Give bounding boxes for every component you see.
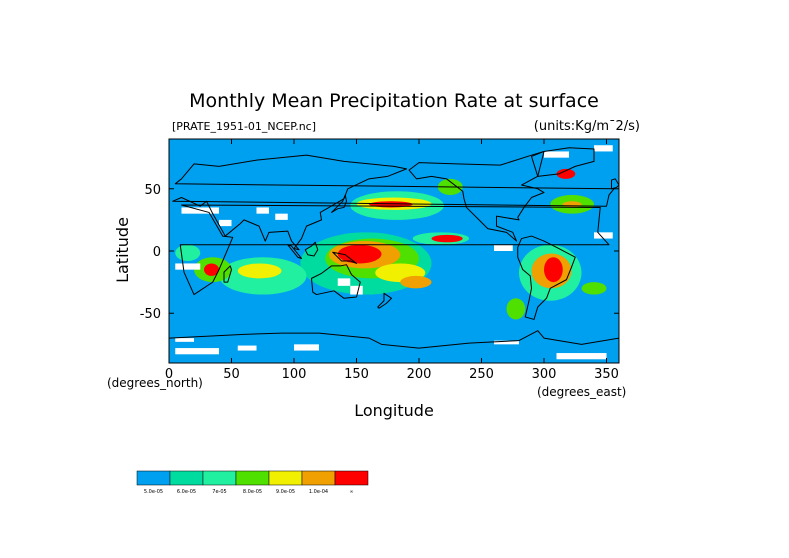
missing-patch-3 xyxy=(556,353,607,360)
precip-region-21 xyxy=(556,168,576,179)
precip-region-24 xyxy=(506,298,526,320)
legend-label-1: 6.0e-05 xyxy=(177,489,196,495)
legend-label-2: 7e-05 xyxy=(212,489,226,495)
legend-label-4: 9.0e-05 xyxy=(276,489,295,495)
legend-swatch-0 xyxy=(136,470,171,486)
chart-subtitle-right: (units:Kg/m¯2/s) xyxy=(534,119,640,134)
y-unit-note: (degrees_north) xyxy=(107,376,203,390)
coastlines xyxy=(169,147,619,363)
x-tick-label: 100 xyxy=(282,367,307,382)
precip-region-3 xyxy=(337,244,382,264)
missing-patch-12 xyxy=(175,263,201,270)
missing-patch-2 xyxy=(294,344,319,351)
precip-region-10 xyxy=(431,234,463,243)
y-tick-label: 50 xyxy=(144,183,161,198)
x-tick-label: 350 xyxy=(594,367,619,382)
legend-swatch-5 xyxy=(301,470,336,486)
missing-patch-4 xyxy=(494,340,519,345)
legend-label-5: 1.0e-04 xyxy=(309,489,328,495)
coastline-madagascar xyxy=(223,265,232,283)
precip-region-15 xyxy=(237,263,282,279)
missing-patch-13 xyxy=(594,232,613,239)
x-tick-label: 200 xyxy=(407,367,432,382)
missing-patch-14 xyxy=(594,145,613,152)
legend-swatch-2 xyxy=(202,470,237,486)
y-tick-label: 0 xyxy=(153,245,161,260)
coastline-japan xyxy=(331,194,347,213)
x-tick-label: 150 xyxy=(344,367,369,382)
legend-swatch-1 xyxy=(169,470,204,486)
chart-subtitle-left: [PRATE_1951-01_NCEP.nc] xyxy=(172,120,316,133)
missing-patch-8 xyxy=(275,213,288,220)
coastline-borneo xyxy=(304,241,319,257)
precip-region-23 xyxy=(581,282,607,295)
coastline-sumatra xyxy=(287,244,302,259)
precip-region-18 xyxy=(175,244,201,261)
x-tick-label: 250 xyxy=(469,367,494,382)
plot-area xyxy=(169,139,619,363)
precip-region-5 xyxy=(400,275,432,289)
precip-region-13 xyxy=(544,257,563,283)
x-axis-ticks: 0 50 100 150 200 250 300 350 xyxy=(165,139,619,382)
precipitation-field xyxy=(175,168,607,320)
coastline-greenland xyxy=(531,147,595,177)
missing-patch-16 xyxy=(494,244,513,251)
missing-patch-1 xyxy=(237,345,257,351)
legend-swatch-6 xyxy=(334,470,369,486)
y-tick-label: -50 xyxy=(140,307,161,322)
missing-patch-5 xyxy=(175,338,194,342)
coastline-eurasia xyxy=(172,154,615,251)
missing-patch-7 xyxy=(256,207,269,214)
y-axis-label: Latitude xyxy=(113,217,132,283)
missing-patch-15 xyxy=(544,151,569,158)
legend-label-6: ∞ xyxy=(349,489,353,495)
missing-patch-10 xyxy=(350,285,363,295)
coastline-africa xyxy=(179,204,610,296)
coastline-australia xyxy=(311,264,361,299)
x-unit-note: (degrees_east) xyxy=(537,385,626,399)
coastline-new-zealand xyxy=(377,292,392,309)
coastline-north-america xyxy=(408,150,545,242)
legend-swatch-3 xyxy=(235,470,270,486)
missing-patch-11 xyxy=(219,219,232,227)
missing-patch-9 xyxy=(337,278,351,286)
coastline-uk xyxy=(611,178,619,190)
x-axis-label: Longitude xyxy=(354,401,434,420)
coastline-antarctica xyxy=(169,330,619,363)
missing-patch-0 xyxy=(175,348,219,355)
legend-swatch-4 xyxy=(268,470,303,486)
coastline-new-guinea xyxy=(332,251,357,264)
precip-region-20 xyxy=(562,201,582,208)
chart-title: Monthly Mean Precipitation Rate at surfa… xyxy=(189,90,599,112)
color-legend: 5.0e-05 6.0e-05 7e-05 8.0e-05 9.0e-05 1.0e-04… xyxy=(136,470,369,495)
precip-region-17 xyxy=(204,263,219,276)
x-tick-label: 50 xyxy=(223,367,240,382)
legend-label-3: 8.0e-05 xyxy=(243,489,262,495)
coastline-south-america xyxy=(517,235,576,320)
legend-label-0: 5.0e-05 xyxy=(144,489,163,495)
x-tick-label: 300 xyxy=(532,367,557,382)
x-tick-label: 0 xyxy=(165,367,173,382)
y-axis-ticks: -50 0 50 xyxy=(140,183,619,322)
